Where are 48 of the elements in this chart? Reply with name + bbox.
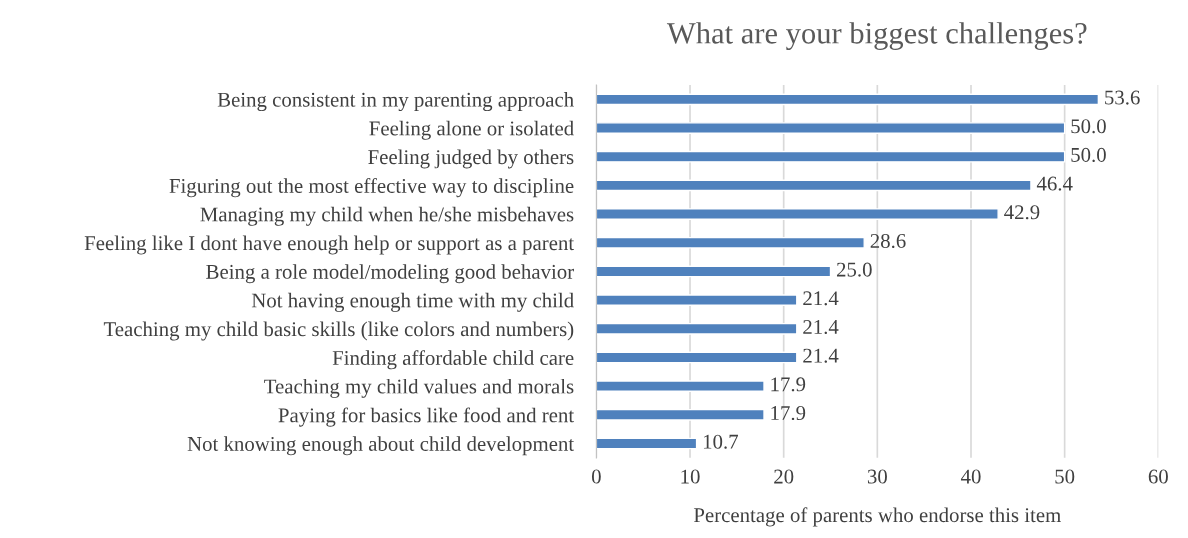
bar [596, 294, 798, 306]
bar [596, 408, 765, 421]
y-tick-label: Not knowing enough about child development [187, 436, 575, 456]
y-tick-label: Managing my child when he/she misbehaves [200, 206, 574, 226]
data-label: 50.0 [1071, 147, 1106, 163]
data-label: 28.6 [870, 233, 906, 249]
bar [596, 351, 798, 364]
bar [596, 93, 1100, 106]
data-label: 53.6 [1105, 90, 1140, 105]
x-tick-label: 60 [1148, 469, 1168, 484]
bar [596, 265, 832, 278]
y-tick-label: Figuring out the most effective way to discipline [169, 178, 574, 198]
data-label: 50.0 [1071, 119, 1106, 134]
x-axis-title: Percentage of parents who endorse this item [693, 507, 1061, 527]
bar [596, 380, 765, 392]
y-tick-label: Not having enough time with my child [251, 292, 574, 312]
y-tick-label: Teaching my child basic skills (like colors and numbers) [103, 321, 574, 341]
data-label: 17.9 [771, 377, 806, 392]
x-tick-label: 20 [774, 469, 794, 484]
x-tick-label: 40 [960, 469, 981, 484]
data-label: 42.9 [1004, 205, 1040, 220]
bar [596, 208, 999, 220]
y-tick-label: Paying for basics like food and rent [278, 407, 575, 427]
data-label: 21.4 [803, 348, 839, 363]
x-tick-label: 0 [591, 469, 601, 484]
data-label: 17.9 [771, 406, 806, 421]
data-label: 21.4 [803, 291, 839, 306]
chart-title: What are your biggest challenges? [666, 22, 1087, 50]
x-tick-label: 30 [867, 469, 887, 484]
x-tick-label: 50 [1055, 469, 1075, 484]
bar [596, 179, 1032, 192]
data-label: 21.4 [803, 319, 839, 335]
data-label: 25.0 [836, 262, 872, 277]
bar [596, 150, 1066, 163]
y-tick-label: Being consistent in my parenting approach [217, 92, 574, 112]
y-tick-label: Finding affordable child care [332, 350, 574, 370]
bar [596, 437, 698, 450]
y-tick-label: Teaching my child values and morals [264, 378, 574, 398]
bar [596, 322, 798, 335]
y-tick-label: Being a role model/modeling good behavior [206, 264, 574, 284]
bar [596, 122, 1066, 134]
data-label: 10.7 [703, 434, 738, 449]
data-label: 46.4 [1036, 176, 1073, 191]
bar [596, 236, 865, 249]
y-tick-label: Feeling judged by others [368, 149, 574, 169]
x-tick-label: 10 [681, 469, 700, 484]
y-tick-label: Feeling like I dont have enough help or support as a parent [84, 235, 575, 255]
y-tick-label: Feeling alone or isolated [369, 120, 574, 140]
